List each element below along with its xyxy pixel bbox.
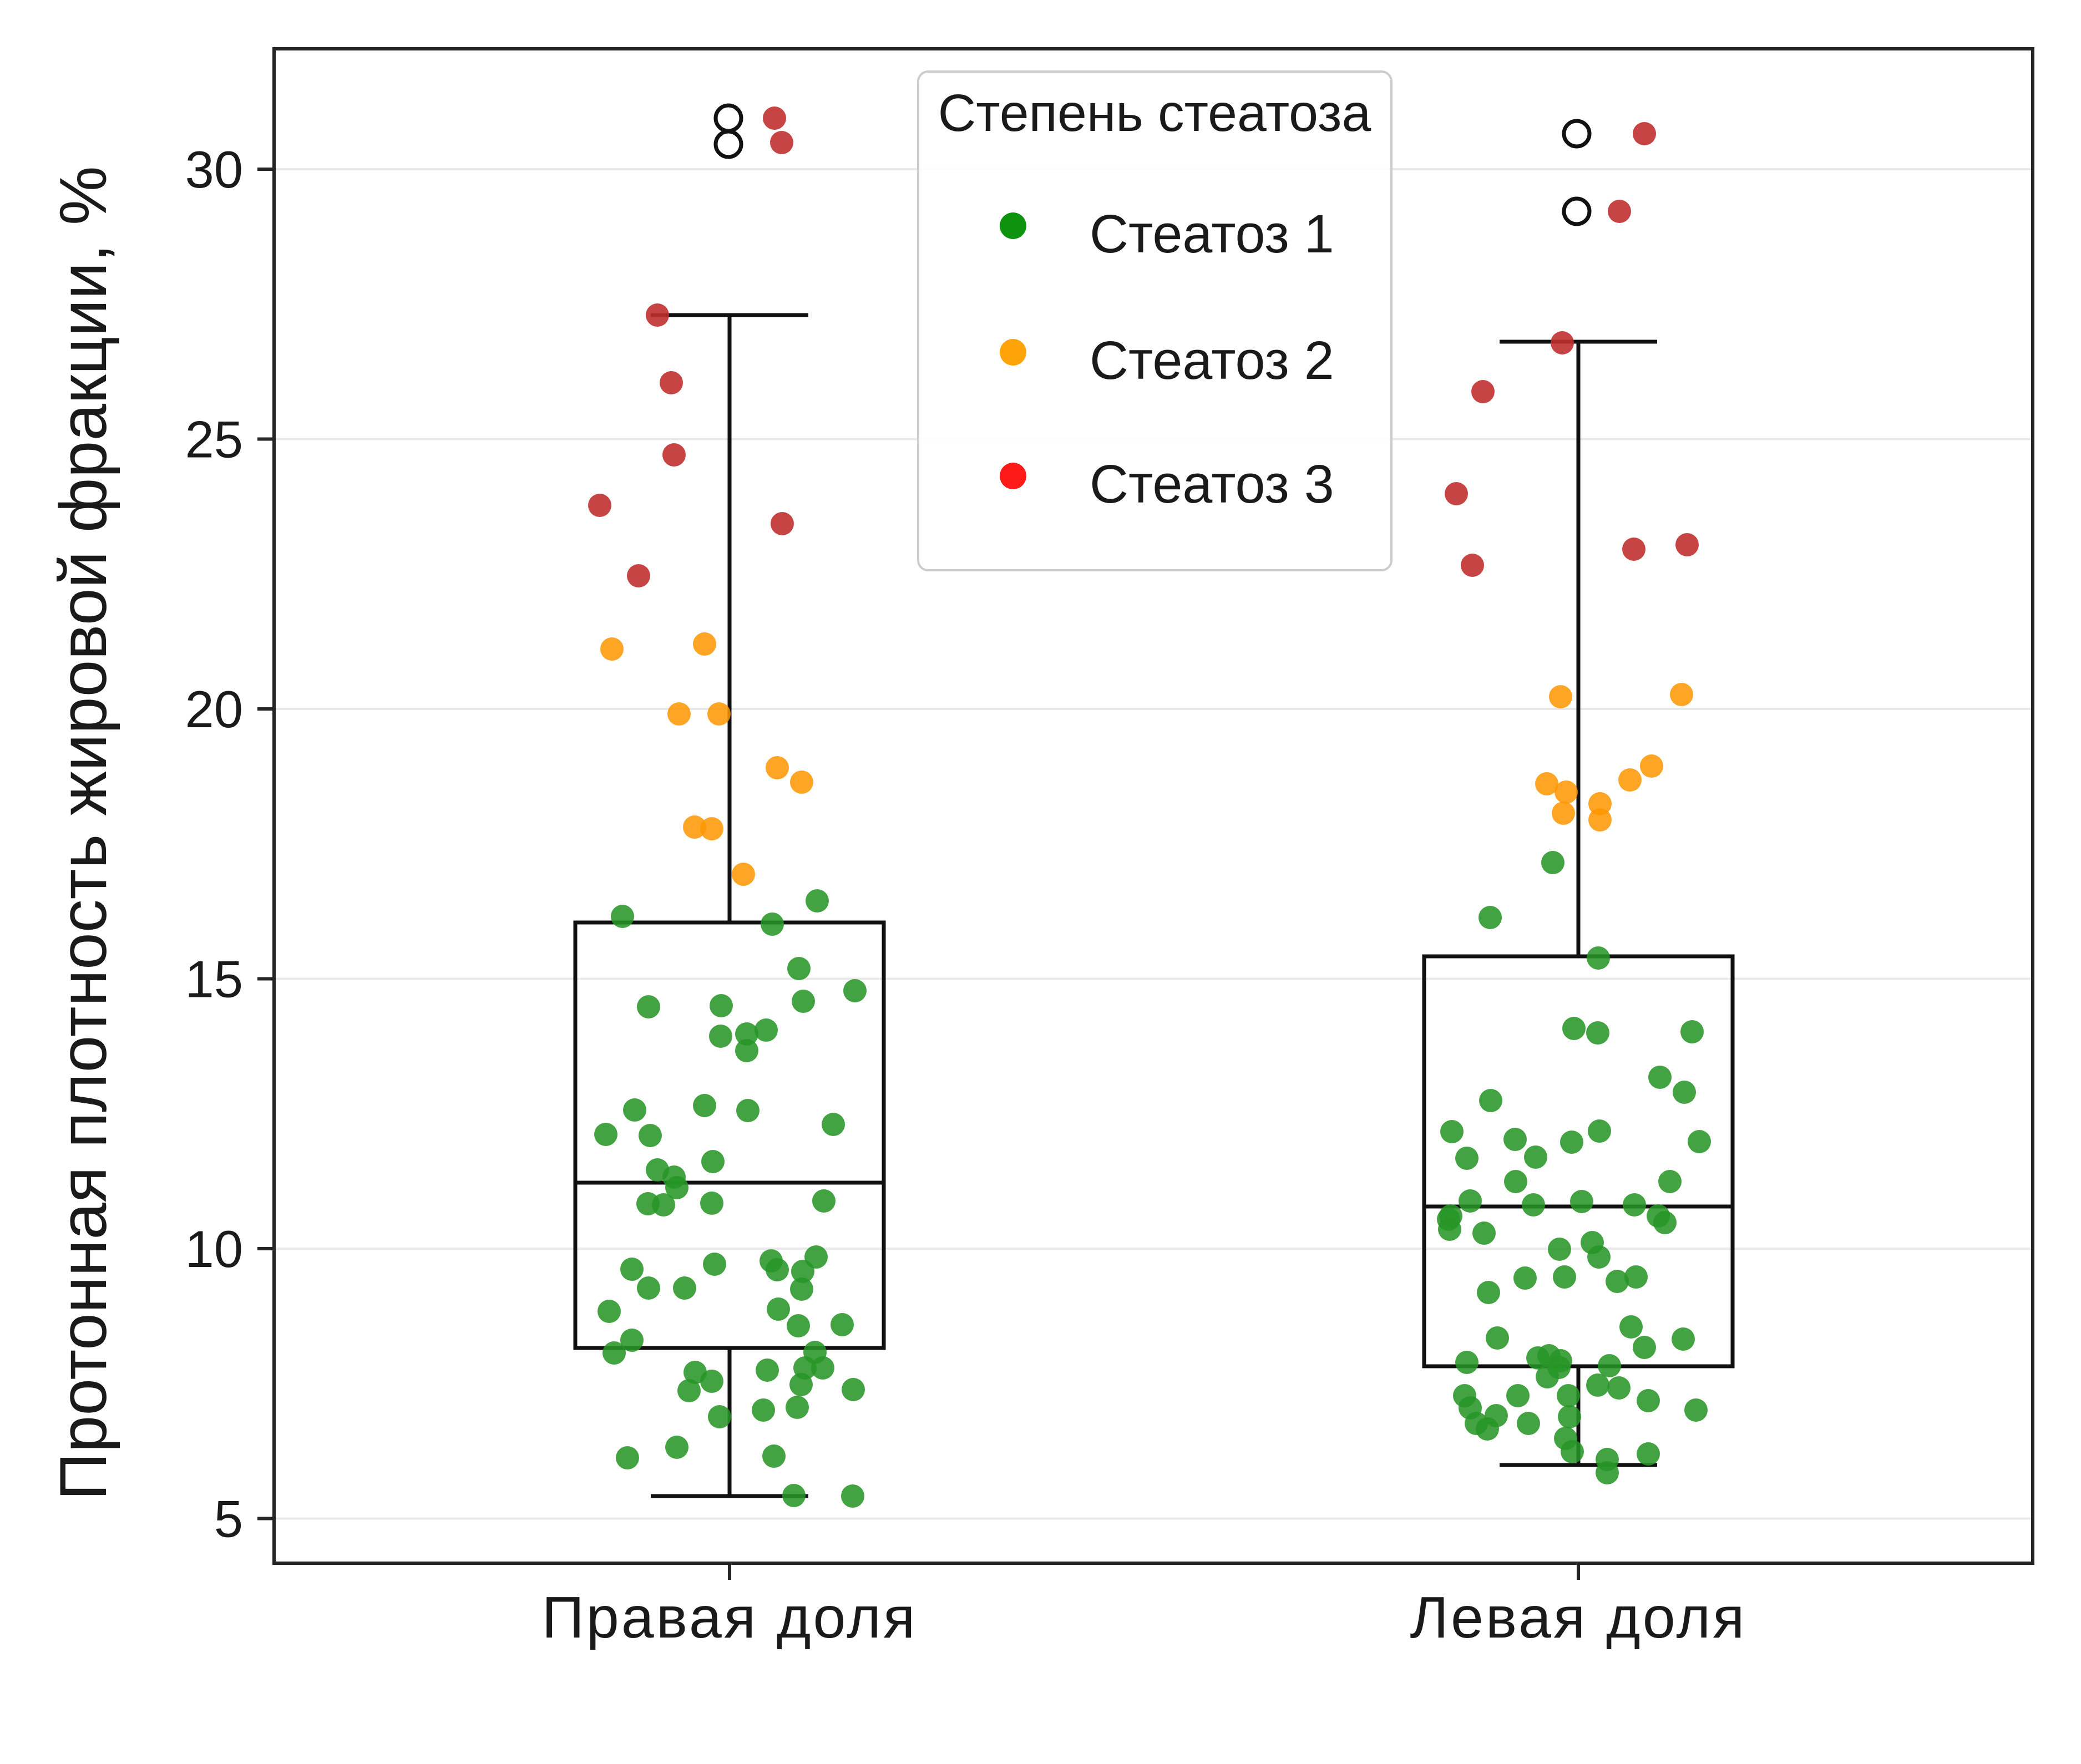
svg-text:Левая доля: Левая доля: [1410, 1585, 1746, 1650]
svg-text:30: 30: [185, 140, 243, 199]
svg-text:Стеатоз 3: Стеатоз 3: [1090, 454, 1334, 514]
svg-text:25: 25: [185, 410, 243, 469]
svg-text:10: 10: [185, 1220, 243, 1278]
svg-text:5: 5: [214, 1490, 243, 1548]
svg-text:Стеатоз 2: Стеатоз 2: [1090, 330, 1334, 391]
svg-text:Протонная плотность жировой фр: Протонная плотность жировой фракции, %: [46, 166, 120, 1500]
svg-text:Правая доля: Правая доля: [542, 1585, 918, 1650]
svg-text:Степень стеатоза: Степень стеатоза: [938, 84, 1371, 143]
svg-text:Стеатоз 1: Стеатоз 1: [1090, 204, 1334, 264]
svg-text:15: 15: [185, 950, 243, 1008]
svg-text:20: 20: [185, 680, 243, 738]
